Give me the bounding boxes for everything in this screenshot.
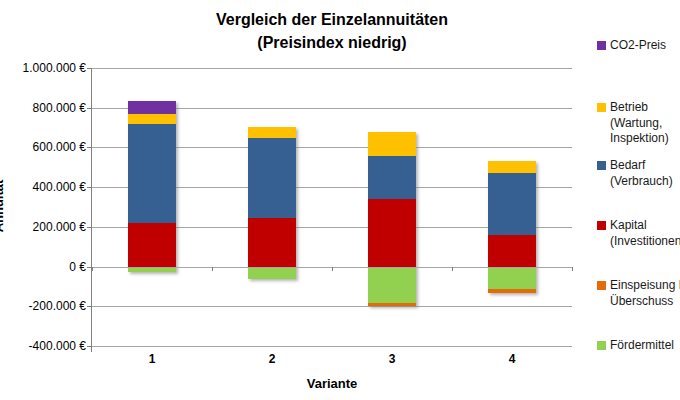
y-tick-label: 1.000.000 € xyxy=(0,61,86,75)
gridline xyxy=(92,346,572,347)
y-tick-label: 800.000 € xyxy=(0,101,86,115)
bar-variante-1 xyxy=(128,101,176,272)
legend-swatch xyxy=(597,281,606,290)
legend-label: CO2-Preis xyxy=(610,38,666,54)
bar-segment xyxy=(488,289,536,293)
bar-segment xyxy=(368,156,416,199)
bar-segment xyxy=(368,199,416,267)
bar-variante-4 xyxy=(488,161,536,293)
y-tick-label: 0 € xyxy=(0,260,86,274)
y-axis-title: Annuität xyxy=(0,161,7,251)
bar-segment xyxy=(488,267,536,290)
x-axis-title: Variante xyxy=(92,376,572,391)
category-axis-tick xyxy=(92,267,93,271)
bar-segment xyxy=(248,138,296,217)
chart-title-line1: Vergleich der Einzelannuitäten xyxy=(90,8,574,31)
chart-title-line2: (Preisindex niedrig) xyxy=(90,31,574,54)
bar-segment xyxy=(368,132,416,157)
legend-swatch xyxy=(597,161,606,170)
legend-label: Einspeisung PV-Überschuss xyxy=(610,278,680,309)
bar-segment xyxy=(488,173,536,235)
legend-swatch xyxy=(597,103,606,112)
bar-segment xyxy=(248,218,296,267)
y-tick-label: 400.000 € xyxy=(0,180,86,194)
x-category-label: 2 xyxy=(212,352,332,366)
bar-segment xyxy=(128,124,176,223)
bar-segment xyxy=(248,267,296,280)
y-tick-label: 600.000 € xyxy=(0,140,86,154)
plot-area xyxy=(92,68,572,346)
x-category-label: 4 xyxy=(452,352,572,366)
y-tick-label: -200.000 € xyxy=(0,299,86,313)
chart-area: Vergleich der Einzelannuitäten (Preisind… xyxy=(0,0,680,400)
category-axis-tick xyxy=(572,267,573,271)
bar-segment xyxy=(128,101,176,114)
x-category-label: 1 xyxy=(92,352,212,366)
legend-swatch xyxy=(597,41,606,50)
category-axis-tick xyxy=(212,267,213,271)
chart-title: Vergleich der Einzelannuitäten (Preisind… xyxy=(90,8,574,54)
bar-segment xyxy=(128,114,176,124)
y-tick-label: 200.000 € xyxy=(0,220,86,234)
bar-segment xyxy=(368,303,416,306)
legend-label: Betrieb(Wartung,Inspektion) xyxy=(610,100,669,147)
legend-label: Kapital(Investitionen) xyxy=(610,218,680,249)
bar-segment xyxy=(488,161,536,173)
bar-segment xyxy=(368,267,416,304)
bar-variante-2 xyxy=(248,127,296,280)
legend-swatch xyxy=(597,341,606,350)
gridline xyxy=(92,306,572,307)
legend-label: Bedarf(Verbrauch) xyxy=(610,158,673,189)
category-axis-tick xyxy=(452,267,453,271)
bar-variante-3 xyxy=(368,132,416,307)
bar-segment xyxy=(128,223,176,267)
bar-segment xyxy=(248,127,296,139)
gridline xyxy=(92,68,572,69)
bar-segment xyxy=(488,235,536,267)
category-axis-tick xyxy=(332,267,333,271)
x-category-label: 3 xyxy=(332,352,452,366)
legend-swatch xyxy=(597,221,606,230)
y-tick-label: -400.000 € xyxy=(0,339,86,353)
legend-label: Fördermittel xyxy=(610,338,674,354)
